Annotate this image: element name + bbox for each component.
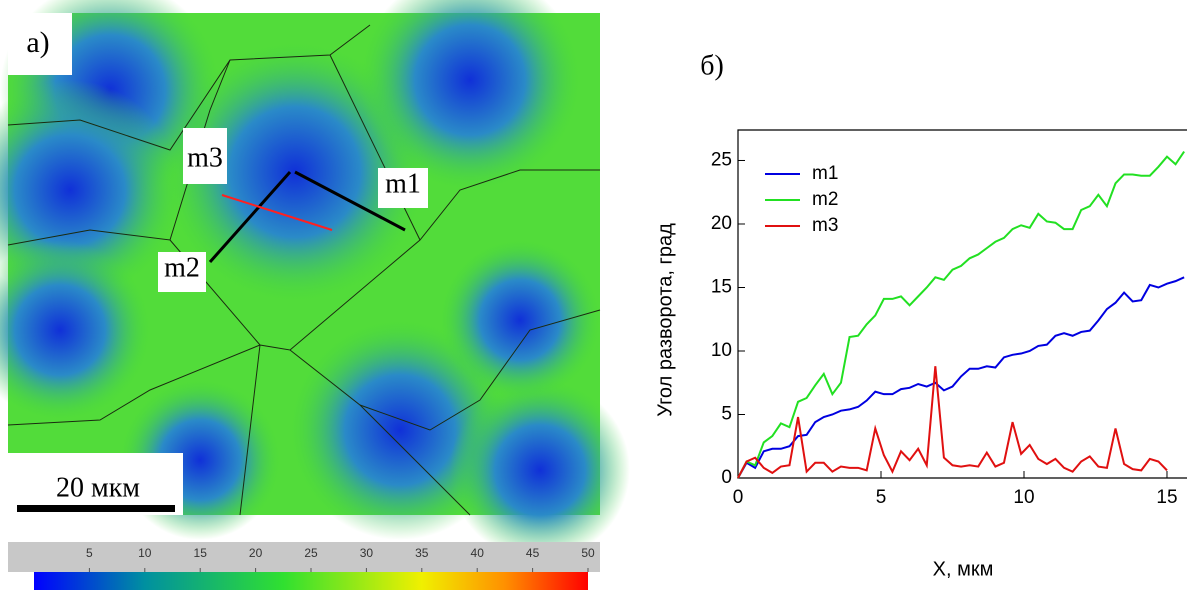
y-tick-label: 15 (711, 277, 732, 298)
colorbar-tick-label: 25 (304, 546, 318, 560)
legend-label: m2 (812, 189, 838, 210)
data-line (737, 366, 1168, 479)
colorbar-tick-label: 30 (360, 546, 374, 560)
line-label: m2 (164, 252, 200, 283)
panel-label: а) (26, 26, 49, 59)
axis-frame (737, 129, 1187, 479)
colorbar-tick-label: 35 (415, 546, 429, 560)
colorbar (34, 572, 588, 590)
y-tick-label: 0 (721, 467, 732, 488)
y-tick-label: 5 (721, 404, 732, 425)
scale-bar-label: 20 мкм (56, 472, 140, 503)
colorbar-tick-label: 40 (471, 546, 485, 560)
colorbar-tick-label: 5 (86, 546, 93, 560)
colorbar-tick-label: 50 (581, 546, 595, 560)
y-axis-label: Угол разворота, град (654, 223, 676, 417)
x-tick-label: 15 (1156, 487, 1177, 508)
y-tick-label: 20 (711, 213, 732, 234)
line-label: m3 (187, 142, 223, 173)
grain-map (0, 0, 630, 560)
colorbar-tick-label: 10 (138, 546, 152, 560)
colorbar-tick-label: 15 (194, 546, 208, 560)
legend-label: m3 (812, 215, 838, 236)
colorbar-tick-label: 45 (526, 546, 540, 560)
line-label: m1 (385, 168, 421, 199)
colorbar-tick-label: 20 (249, 546, 263, 560)
y-tick-label: 10 (711, 340, 732, 361)
x-tick-label: 5 (876, 487, 887, 508)
colorbar-frame (8, 542, 600, 572)
data-line (737, 151, 1185, 479)
x-tick-label: 10 (1013, 487, 1034, 508)
x-tick-label: 0 (733, 487, 744, 508)
y-tick-label: 25 (711, 149, 732, 170)
x-axis-label: X, мкм (933, 558, 994, 580)
data-line (737, 276, 1185, 479)
panel-label: б) (700, 50, 724, 81)
legend-label: m1 (812, 163, 838, 184)
